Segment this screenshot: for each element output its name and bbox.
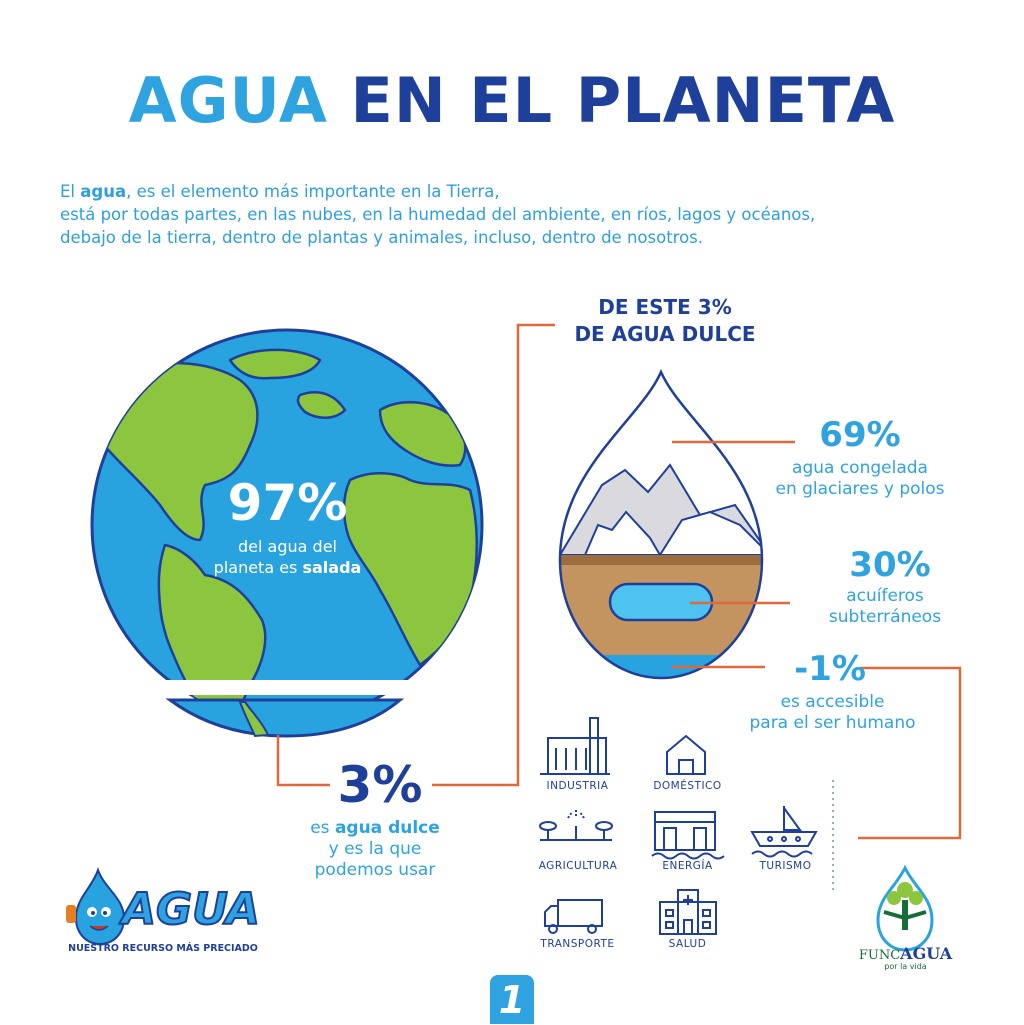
aquifer-description: acuíferos subterráneos: [800, 586, 970, 628]
globe-desc-pre: planeta es: [213, 558, 303, 577]
dam-icon: [651, 811, 725, 860]
freshwater-line1-bold: agua dulce: [334, 818, 440, 838]
drop-header: DE ESTE 3% DE AGUA DULCE: [540, 294, 790, 348]
drop-header-line1: DE ESTE 3%: [598, 295, 732, 319]
factory-icon: [540, 717, 610, 775]
use-label-energia: ENERGÍA: [662, 860, 713, 872]
globe-percent: 97%: [227, 474, 348, 532]
glacier-percent: 69%: [819, 415, 901, 455]
accessible-description: es accesible para el ser humano: [740, 692, 925, 734]
use-label-industria: INDUSTRIA: [546, 780, 609, 792]
glacier-line2: en glaciares y polos: [775, 479, 945, 499]
use-label-turismo: TURISMO: [759, 860, 812, 872]
use-label-transporte: TRANSPORTE: [540, 938, 615, 950]
freshwater-line1: es agua dulce: [290, 818, 460, 839]
use-label-domestico: DOMÉSTICO: [653, 780, 722, 792]
globe-desc-bold: salada: [302, 558, 362, 577]
freshwater-line3: podemos usar: [314, 860, 436, 880]
aquifer-percent: 30%: [849, 545, 931, 585]
accessible-line2: para el ser humano: [749, 713, 916, 733]
globe-desc-line2: planeta es salada: [180, 557, 395, 578]
house-icon: [666, 734, 706, 775]
page-title: AGUA EN EL PLANETA: [0, 70, 1024, 132]
globe-description: del agua del planeta es salada: [180, 536, 395, 578]
partner-name-pre: FUNC: [858, 948, 901, 963]
mascot-icon: [66, 866, 126, 946]
connector-lines: [276, 323, 962, 840]
drop-header-line2: DE AGUA DULCE: [574, 322, 756, 346]
use-label-salud: SALUD: [668, 938, 707, 950]
brand-logo-text: AGUA: [121, 884, 261, 935]
use-label-agricultura: AGRICULTURA: [538, 860, 618, 872]
intro-line-1: El agua, es el elemento más importante e…: [60, 180, 960, 203]
drop-leader-lines: [672, 440, 795, 669]
freshwater-percent: 3%: [337, 756, 423, 814]
freshwater-line1-pre: es: [310, 818, 335, 838]
brand-tagline: NUESTRO RECURSO MÁS PRECIADO: [68, 943, 258, 954]
globe-icon: [90, 328, 490, 738]
intro-line-3: debajo de la tierra, dentro de plantas y…: [60, 228, 704, 247]
partner-tagline: por la vida: [884, 962, 927, 971]
partner-name: FUNCAGUA: [848, 944, 963, 963]
aquifer-line1: acuíferos: [846, 586, 924, 606]
sprinkler-icon: [539, 808, 613, 841]
globe-desc-line1: del agua del: [238, 537, 337, 556]
freshwater-description: es agua dulce y es la que podemos usar: [290, 818, 460, 881]
accessible-percent: -1%: [794, 649, 866, 689]
intro-text: El agua, es el elemento más importante e…: [60, 180, 960, 249]
boat-icon: [750, 806, 818, 858]
aquifer-line2: subterráneos: [828, 607, 942, 627]
water-drop-icon: [558, 368, 764, 680]
freshwater-line2: y es la que: [328, 839, 422, 859]
accessible-line1: es accesible: [780, 692, 885, 712]
intro-l1-post: , es el elemento más importante en la Ti…: [126, 182, 500, 201]
intro-l1-pre: El: [60, 182, 81, 201]
partner-name-bold: AGUA: [900, 944, 953, 963]
truck-icon: [544, 899, 603, 934]
title-word-agua: AGUA: [128, 64, 328, 137]
funcagua-logo-icon: [876, 864, 934, 952]
glacier-description: agua congelada en glaciares y polos: [760, 458, 960, 500]
hospital-icon: [659, 889, 717, 935]
intro-l1-bold: agua: [80, 182, 127, 201]
page-number: 1: [490, 975, 534, 1024]
intro-line-2: está por todas partes, en las nubes, en …: [60, 205, 816, 224]
title-word-planeta: EN EL PLANETA: [350, 64, 896, 137]
glacier-line1: agua congelada: [792, 458, 928, 478]
